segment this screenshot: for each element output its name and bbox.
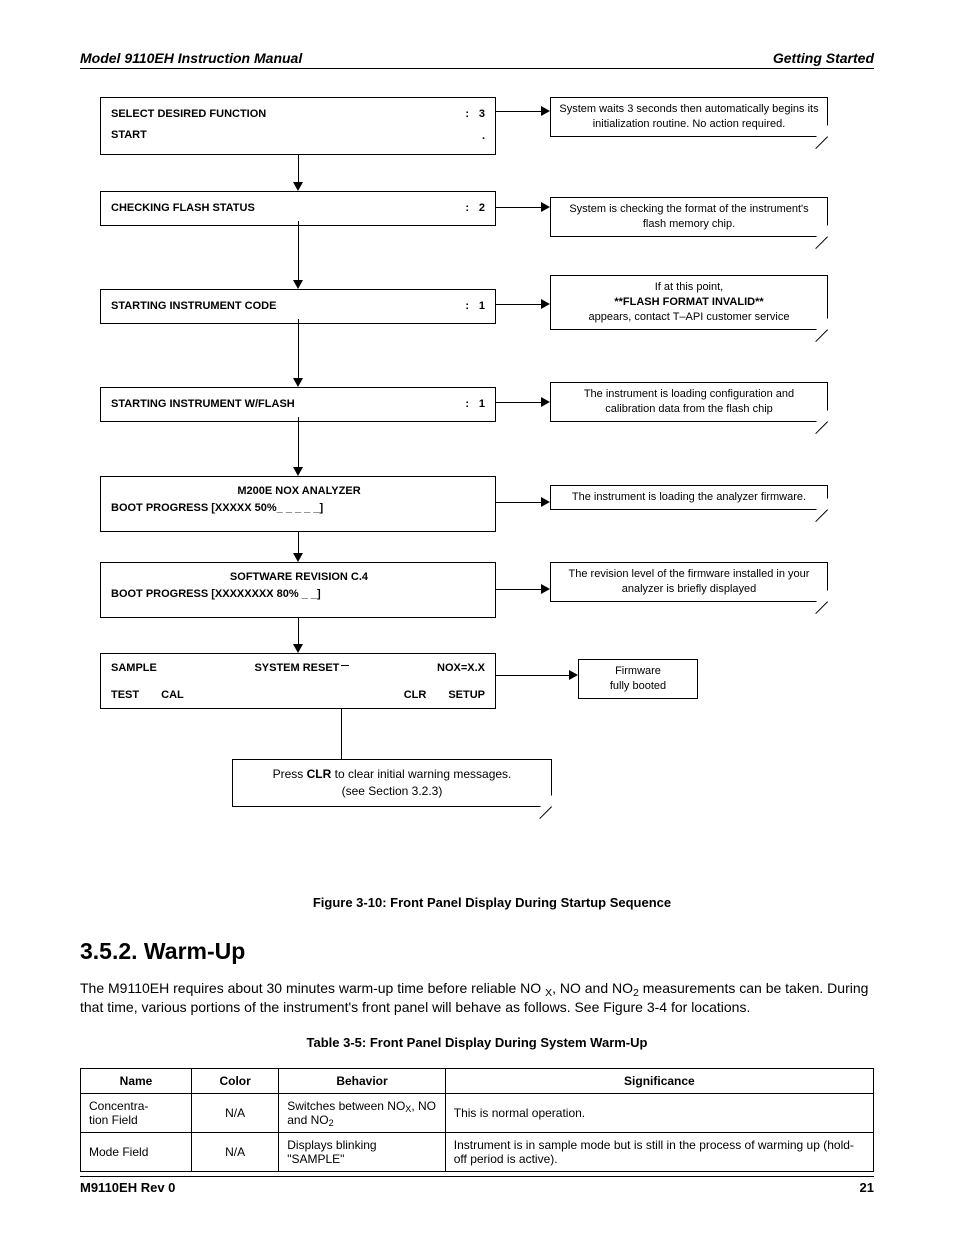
table-cell: Concentra-tion Field	[81, 1093, 192, 1132]
flow-step-final: SAMPLESYSTEM RESETNOX=X.XTESTCALCLRSETUP	[100, 653, 496, 709]
table-header: Color	[192, 1068, 279, 1093]
table-cell: N/A	[192, 1132, 279, 1171]
flow-note: If at this point,**FLASH FORMAT INVALID*…	[550, 275, 828, 330]
table-cell: Switches between NOX, NO and NO2	[279, 1093, 446, 1132]
flow-step: SELECT DESIRED FUNCTIONSTART:3.	[100, 97, 496, 155]
section-heading: 3.5.2. Warm-Up	[80, 938, 874, 965]
table-caption: Table 3-5: Front Panel Display During Sy…	[80, 1035, 874, 1050]
table-header: Behavior	[279, 1068, 446, 1093]
header-left: Model 9110EH Instruction Manual	[80, 50, 302, 66]
table-header: Name	[81, 1068, 192, 1093]
startup-flowchart: SELECT DESIRED FUNCTIONSTART:3. System wa…	[100, 97, 874, 877]
flow-note: The instrument is loading the analyzer f…	[550, 485, 828, 510]
table-cell: This is normal operation.	[445, 1093, 873, 1132]
flow-note: The instrument is loading configuration …	[550, 382, 828, 422]
table-row: Mode FieldN/ADisplays blinking "SAMPLE"I…	[81, 1132, 874, 1171]
flow-step: M200E NOX ANALYZERBOOT PROGRESS [XXXXX 5…	[100, 476, 496, 532]
footer-right: 21	[860, 1180, 874, 1195]
warmup-table: NameColorBehaviorSignificanceConcentra-t…	[80, 1068, 874, 1172]
table-cell: N/A	[192, 1093, 279, 1132]
flow-note: The revision level of the firmware insta…	[550, 562, 828, 602]
flow-note: System is checking the format of the ins…	[550, 197, 828, 237]
flow-note: Firmwarefully booted	[578, 659, 698, 699]
table-row: Concentra-tion FieldN/ASwitches between …	[81, 1093, 874, 1132]
footer-left: M9110EH Rev 0	[80, 1180, 175, 1195]
flow-step: SOFTWARE REVISION C.4BOOT PROGRESS [XXXX…	[100, 562, 496, 618]
section-paragraph: The M9110EH requires about 30 minutes wa…	[80, 979, 874, 1017]
figure-caption: Figure 3-10: Front Panel Display During …	[110, 895, 874, 910]
table-header: Significance	[445, 1068, 873, 1093]
flow-note: System waits 3 seconds then automaticall…	[550, 97, 828, 137]
flow-clr-note: Press CLR to clear initial warning messa…	[232, 759, 552, 807]
table-cell: Displays blinking "SAMPLE"	[279, 1132, 446, 1171]
table-cell: Mode Field	[81, 1132, 192, 1171]
table-cell: Instrument is in sample mode but is stil…	[445, 1132, 873, 1171]
header-right: Getting Started	[773, 50, 874, 66]
